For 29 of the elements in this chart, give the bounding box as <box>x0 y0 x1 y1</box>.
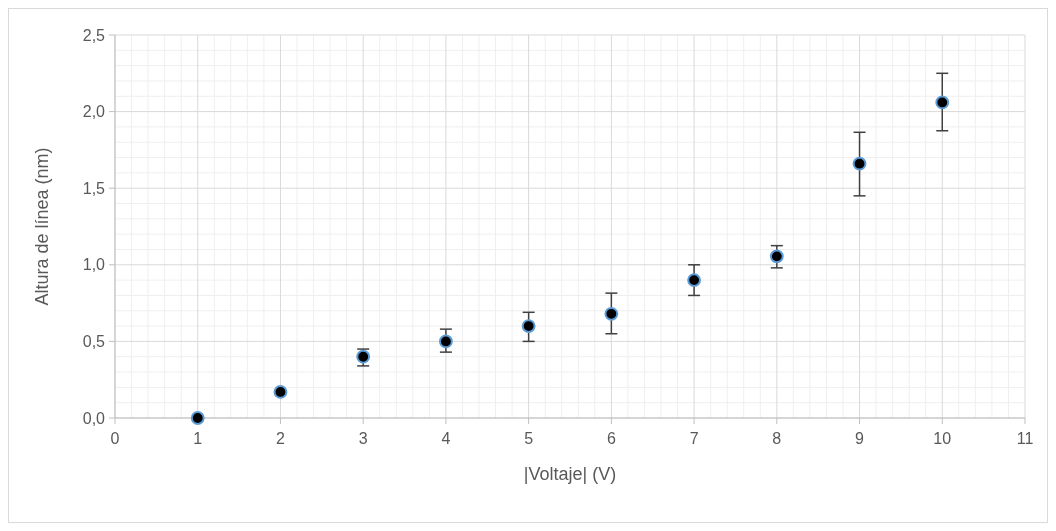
point <box>521 319 536 333</box>
x-tick-label: 2 <box>276 430 285 447</box>
x-tick-label: 0 <box>110 430 120 447</box>
x-tick-label: 4 <box>441 430 451 447</box>
y-tick-label: 0,0 <box>82 409 106 427</box>
x-tick-label: 9 <box>855 430 865 447</box>
y-tick-label: 1,5 <box>82 179 106 197</box>
x-tick-label: 10 <box>933 430 952 447</box>
y-axis-title: Altura de línea (nm) <box>32 147 52 306</box>
x-axis-title: |Voltaje| (V) <box>523 464 617 484</box>
point <box>687 273 702 288</box>
x-tick-label: 8 <box>772 430 782 447</box>
x-tick-label: 5 <box>524 430 534 447</box>
x-tick-label: 11 <box>1016 430 1034 447</box>
point <box>190 411 205 425</box>
y-tick-label: 1,0 <box>82 256 106 274</box>
point <box>769 249 784 264</box>
x-tick-label: 7 <box>689 430 699 447</box>
x-tick-label: 6 <box>606 430 616 447</box>
point <box>852 156 867 171</box>
point <box>273 385 288 399</box>
x-tick-label: 1 <box>193 430 203 447</box>
point <box>604 306 619 321</box>
point <box>935 95 950 110</box>
x-tick-label: 3 <box>358 430 368 447</box>
y-tick-label: 2,5 <box>82 26 106 44</box>
y-tick-label: 0,5 <box>82 333 106 350</box>
y-tick-label: 2,0 <box>82 103 106 121</box>
point <box>438 334 453 349</box>
